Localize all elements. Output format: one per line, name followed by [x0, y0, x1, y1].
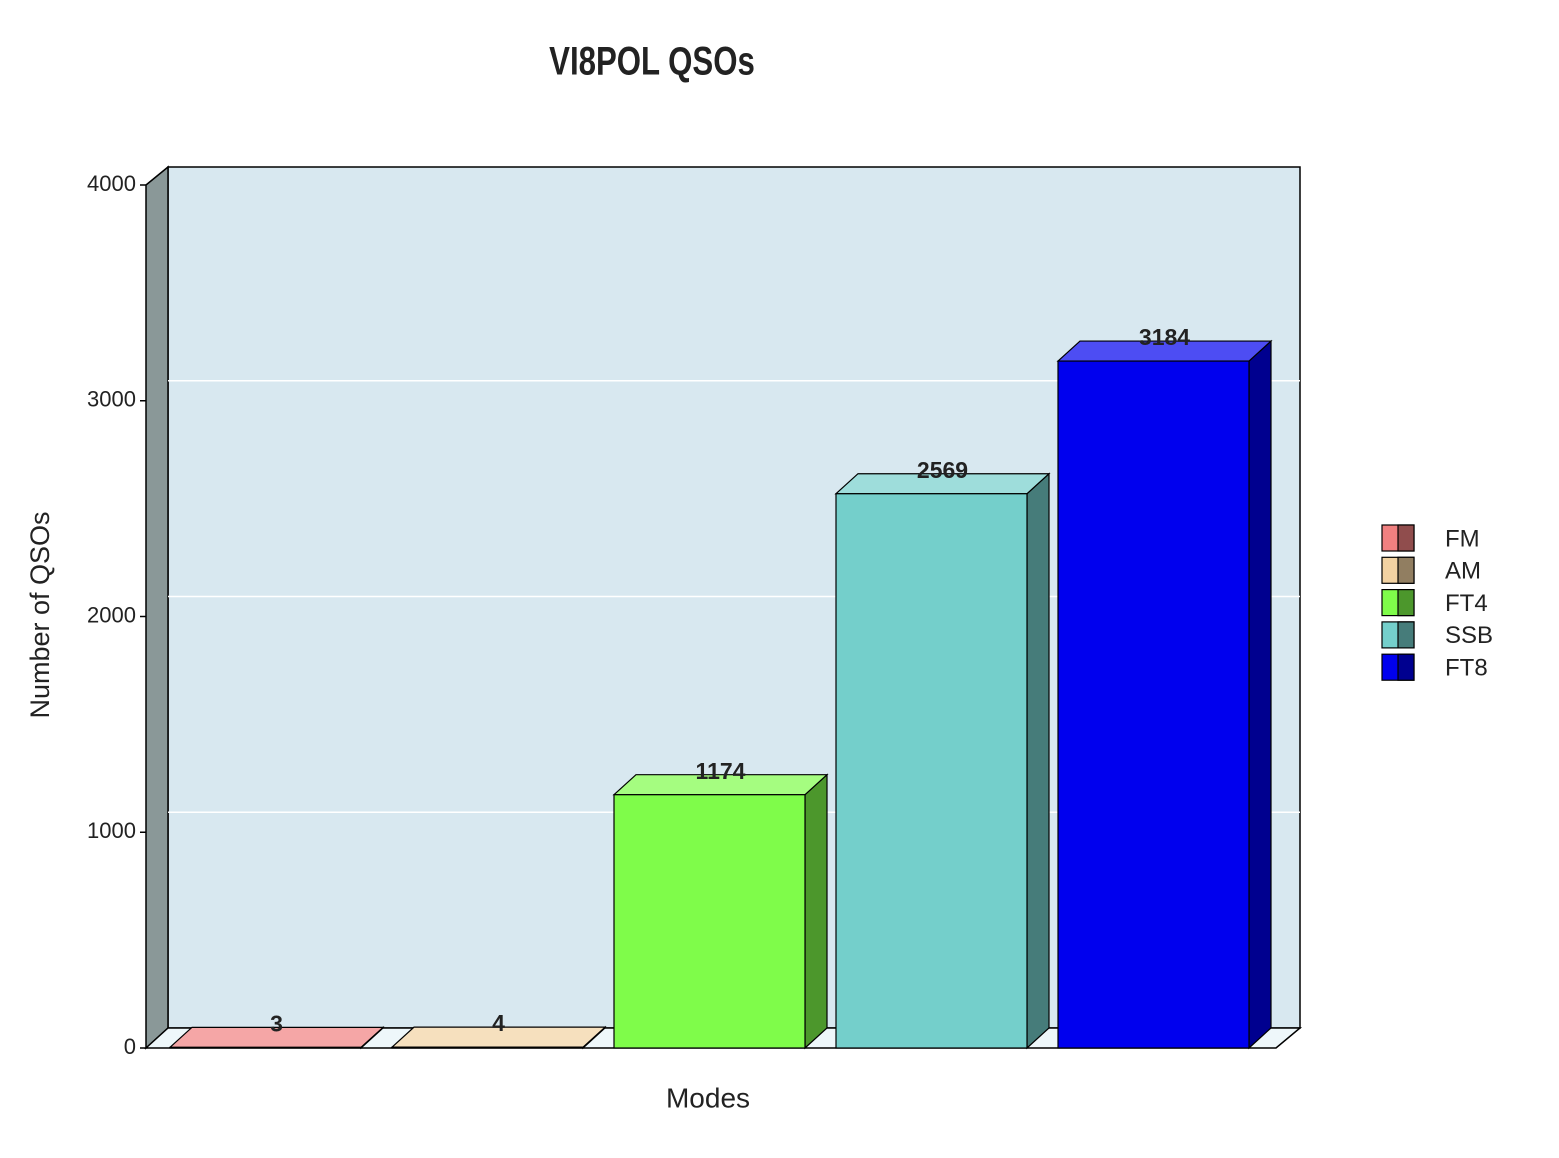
legend-label: SSB: [1445, 622, 1493, 649]
y-axis-label: Number of QSOs: [25, 511, 55, 718]
bar: [169, 1046, 362, 1049]
value-label: 3184: [1139, 324, 1190, 350]
legend-label: AM: [1445, 558, 1481, 585]
bar-group: [390, 1025, 607, 1050]
y-tick-label: 0: [124, 1034, 136, 1059]
bar-group: [1056, 339, 1273, 1050]
value-label: 2569: [917, 457, 968, 483]
legend-swatch-shade: [1397, 621, 1415, 649]
legend-label: FT8: [1445, 655, 1488, 682]
bar: [835, 493, 1028, 1049]
y-tick-label: 3000: [87, 387, 136, 412]
legend-swatch-shade: [1397, 588, 1415, 617]
legend-swatch-shade: [1397, 556, 1415, 584]
bar: [1057, 360, 1250, 1049]
x-axis-label: Modes: [666, 1082, 750, 1113]
bar-group: [168, 1025, 385, 1050]
y-tick-label: 4000: [87, 171, 136, 196]
y-tick-label: 2000: [87, 602, 136, 627]
bar: [391, 1046, 584, 1049]
y-tick-label: 1000: [87, 818, 136, 843]
side-wall: [145, 165, 169, 1050]
bar: [613, 794, 806, 1049]
bar-side: [804, 773, 828, 1050]
value-label: 3: [270, 1010, 283, 1036]
legend-swatch-shade: [1397, 524, 1415, 552]
value-label: 1174: [696, 758, 746, 784]
legend-label: FT4: [1445, 590, 1488, 617]
legend-label: FM: [1445, 525, 1480, 552]
legend-swatch-shade: [1397, 653, 1415, 681]
bar-group: [834, 472, 1051, 1050]
bar-side: [1026, 472, 1050, 1050]
value-label: 4: [492, 1010, 505, 1036]
chart-title: VI8POL QSOs: [549, 39, 755, 84]
bar-group: [612, 773, 829, 1050]
bar-side: [1248, 339, 1272, 1050]
